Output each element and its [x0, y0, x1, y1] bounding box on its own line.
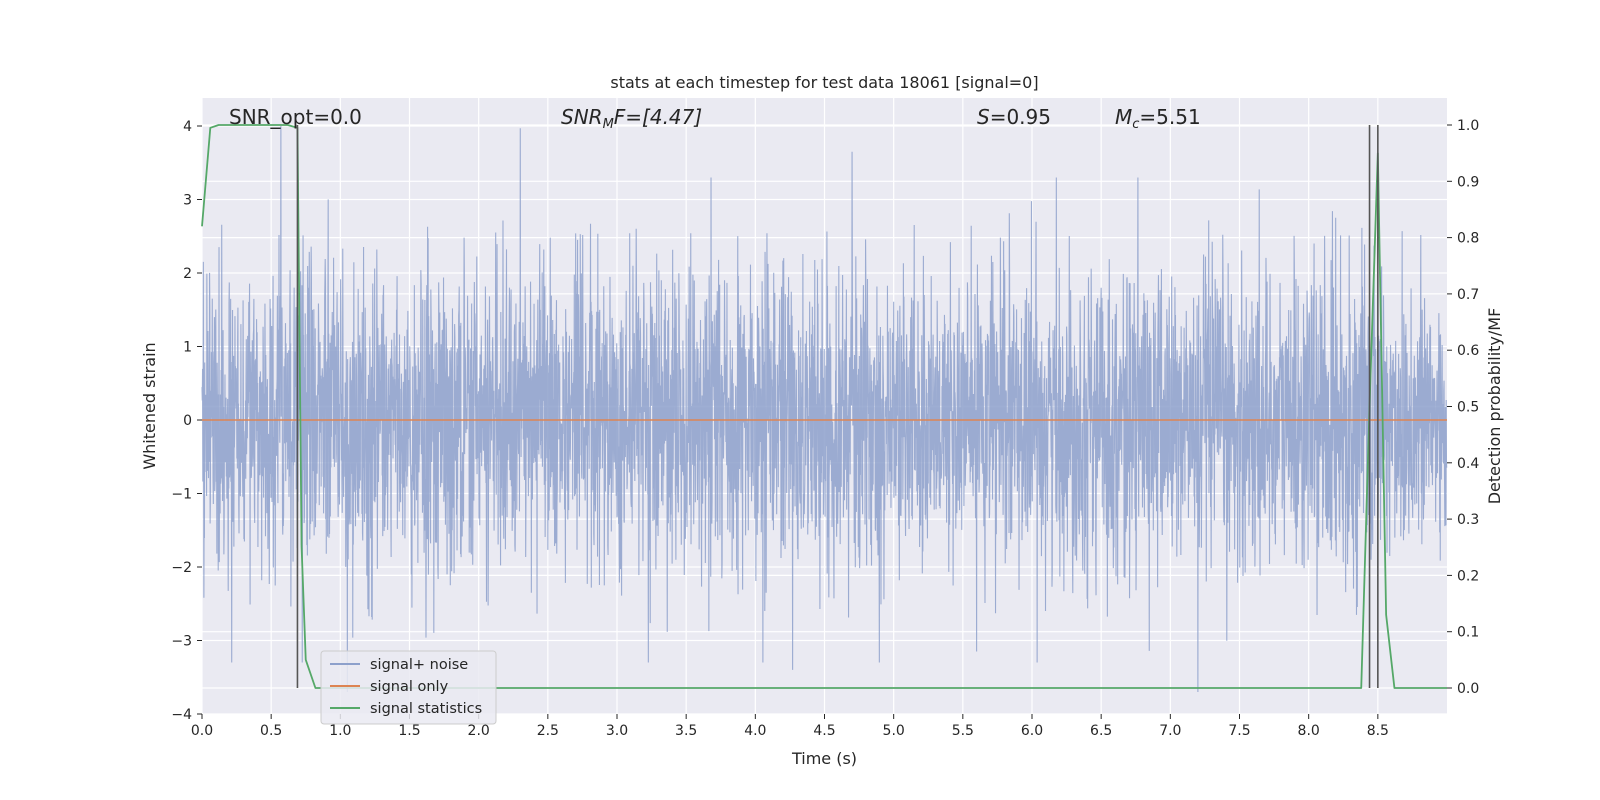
y-tick-label: 4 — [183, 119, 192, 135]
snr-mf-subscript: M — [603, 117, 614, 132]
mc-annotation: Mc=5.51 — [1115, 105, 1201, 132]
x-tick-label: 1.5 — [398, 723, 420, 739]
mc-symbol: M — [1115, 105, 1132, 129]
x-tick-label: 1.0 — [329, 723, 351, 739]
y2-tick-label: 1.0 — [1457, 118, 1479, 134]
x-tick-label: 0.0 — [191, 723, 213, 739]
y2-tick-label: 0.2 — [1457, 568, 1479, 584]
mc-value: =5.51 — [1139, 105, 1200, 129]
y2-tick-label: 0.6 — [1457, 343, 1479, 359]
x-tick-label: 7.5 — [1228, 723, 1250, 739]
y2-tick-label: 0.3 — [1457, 512, 1479, 528]
x-tick-label: 4.0 — [744, 723, 766, 739]
signal-noise-line — [201, 125, 1448, 692]
x-tick-label: 0.5 — [260, 723, 282, 739]
x-axis-label: Time (s) — [791, 749, 857, 768]
s-symbol: S — [977, 105, 990, 129]
x-axis-ticks: 0.0 0.5 1.0 1.5 2.0 2.5 3.0 3.5 4.0 4.5 5.0 5.5 6.0 6… — [191, 714, 1389, 739]
y-tick-label: −3 — [171, 634, 192, 650]
legend-label-signal-noise: signal+ noise — [370, 657, 468, 673]
x-tick-label: 5.5 — [952, 723, 974, 739]
x-tick-label: 6.5 — [1090, 723, 1112, 739]
y-tick-label: 2 — [183, 266, 192, 282]
x-tick-label: 5.0 — [883, 723, 905, 739]
snr-mf-tail: F=[4.47] — [614, 105, 702, 129]
x-tick-label: 8.0 — [1298, 723, 1320, 739]
legend-label-signal-statistics: signal statistics — [370, 701, 482, 717]
y2-axis-label: Detection probability/MF — [1485, 308, 1504, 505]
x-tick-label: 2.0 — [468, 723, 490, 739]
legend-label-signal-only: signal only — [370, 679, 449, 695]
legend: signal+ noise signal only signal statist… — [320, 650, 497, 725]
x-tick-label: 8.5 — [1367, 723, 1389, 739]
x-tick-label: 3.5 — [675, 723, 697, 739]
snr-mf-base: SNR — [561, 105, 603, 129]
y-tick-label: −2 — [171, 560, 192, 576]
detection-markers — [296, 125, 1379, 688]
y-tick-label: 1 — [183, 340, 192, 356]
legend-box — [320, 650, 497, 725]
mc-subscript: c — [1132, 117, 1139, 132]
y2-axis-ticks: 1.0 0.9 0.8 0.7 0.6 0.5 0.4 0.3 0.2 0.1 0.0 — [1447, 118, 1479, 697]
y2-tick-label: 0.8 — [1457, 231, 1479, 247]
y-tick-label: 3 — [183, 193, 192, 209]
y2-tick-label: 0.5 — [1457, 400, 1479, 416]
y-tick-label: 0 — [183, 413, 192, 429]
x-tick-label: 6.0 — [1021, 723, 1043, 739]
signal-noise-series — [201, 125, 1448, 692]
y2-tick-label: 0.9 — [1457, 174, 1479, 190]
snr-opt-annotation: SNR_opt=0.0 — [229, 105, 362, 129]
chart-title: stats at each timestep for test data 180… — [610, 73, 1038, 92]
y2-tick-label: 0.4 — [1457, 456, 1479, 472]
snr-mf-annotation: SNRMF=[4.47] — [561, 105, 702, 132]
x-tick-label: 4.5 — [813, 723, 835, 739]
y2-tick-label: 0.7 — [1457, 287, 1479, 303]
y2-tick-label: 0.1 — [1457, 625, 1479, 641]
y-tick-label: −4 — [171, 707, 192, 723]
x-tick-label: 3.0 — [606, 723, 628, 739]
s-annotation: S=0.95 — [977, 105, 1051, 129]
y-axis-ticks: 4 3 2 1 0 −1 −2 −3 −4 — [171, 119, 202, 723]
s-value: =0.95 — [990, 105, 1051, 129]
x-tick-label: 7.0 — [1159, 723, 1181, 739]
y-axis-label: Whitened strain — [140, 342, 159, 469]
y2-tick-label: 0.0 — [1457, 681, 1479, 697]
y-tick-label: −1 — [171, 487, 192, 503]
x-tick-label: 2.5 — [537, 723, 559, 739]
